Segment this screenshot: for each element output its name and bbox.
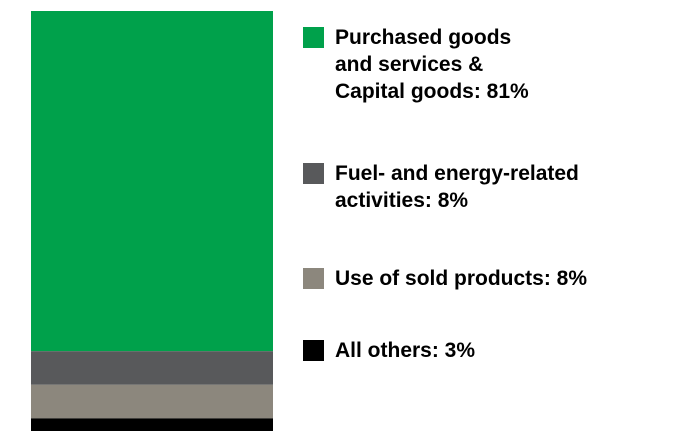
legend-item-use-of-sold-products: Use of sold products: 8% [303, 265, 686, 292]
bar-segment-all-others [31, 418, 273, 431]
bar-segment-purchased-goods [31, 11, 273, 352]
legend-label-line-1: Use of sold products: 8% [335, 267, 588, 290]
legend-item-fuel-energy: Fuel- and energy-related activities: 8% [303, 160, 686, 214]
legend-label-line-3: Capital goods: 81% [335, 80, 529, 103]
legend-swatch-use-of-sold-products [303, 268, 324, 289]
legend-label-line-1: All others: 3% [335, 339, 476, 362]
legend-swatch-purchased-goods [303, 27, 324, 48]
bar-segment-use-of-sold-products [31, 384, 273, 419]
legend-label-line-2: activities: 8% [335, 189, 469, 212]
legend-swatch-fuel-energy [303, 163, 324, 184]
legend-item-all-others: All others: 3% [303, 337, 635, 364]
legend-label-line-1: Purchased goods [335, 26, 512, 49]
legend-label-line-1: Fuel- and energy-related [335, 162, 579, 185]
legend-swatch-all-others [303, 340, 324, 361]
stacked-bar [31, 11, 273, 431]
legend-label-line-2: and services & [335, 53, 484, 76]
legend-item-purchased-goods: Purchased goods and services & Capital g… [303, 24, 595, 105]
bar-segment-fuel-energy [31, 351, 273, 385]
